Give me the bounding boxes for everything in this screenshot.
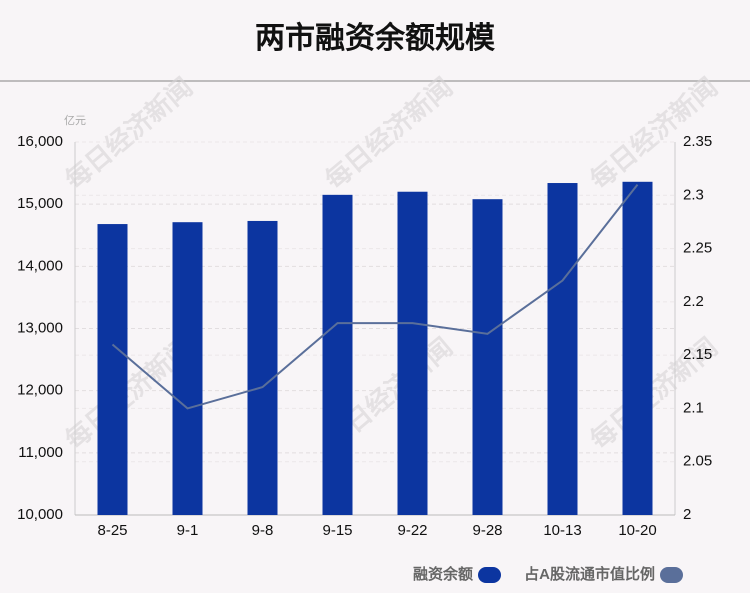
bar [172, 222, 203, 515]
bar [97, 224, 128, 515]
y2-tick-label: 2.2 [683, 293, 704, 310]
legend-label: 占A股流通市值比例 [524, 565, 655, 583]
y-tick-label: 12,000 [17, 382, 63, 399]
y-tick-label: 14,000 [17, 257, 63, 274]
x-tick-label: 9-22 [397, 522, 427, 539]
y-tick-label: 10,000 [17, 506, 63, 523]
legend-label: 融资余额 [413, 565, 473, 583]
y-unit: 亿元 [64, 114, 86, 127]
bar [622, 181, 653, 515]
bar [472, 199, 503, 515]
y2-tick-label: 2.25 [683, 240, 712, 257]
x-tick-label: 10-13 [543, 522, 581, 539]
y2-tick-label: 2.05 [683, 453, 712, 470]
y2-tick-label: 2 [683, 506, 691, 523]
y-tick-label: 11,000 [18, 444, 63, 461]
bar [247, 220, 278, 515]
x-tick-label: 9-8 [252, 522, 274, 539]
y2-tick-label: 2.35 [683, 133, 712, 150]
bar [397, 191, 428, 515]
y-tick-label: 16,000 [17, 133, 63, 150]
x-tick-label: 9-28 [472, 522, 502, 539]
line [111, 184, 639, 410]
x-tick-label: 9-1 [177, 522, 199, 539]
y2-tick-label: 2.1 [683, 399, 704, 416]
x-tick-label: 9-15 [322, 522, 352, 539]
legend-swatch [660, 567, 683, 583]
bar [547, 183, 578, 515]
legend-swatch [478, 567, 501, 583]
y-tick-label: 13,000 [17, 319, 63, 336]
chart-title: 两市融资余额规模 [255, 21, 495, 55]
y2-tick-label: 2.3 [683, 186, 704, 203]
x-tick-label: 10-20 [618, 522, 656, 539]
y-tick-label: 15,000 [17, 195, 63, 212]
y2-tick-label: 2.15 [683, 346, 712, 363]
x-tick-label: 8-25 [97, 522, 127, 539]
bar [322, 194, 353, 515]
